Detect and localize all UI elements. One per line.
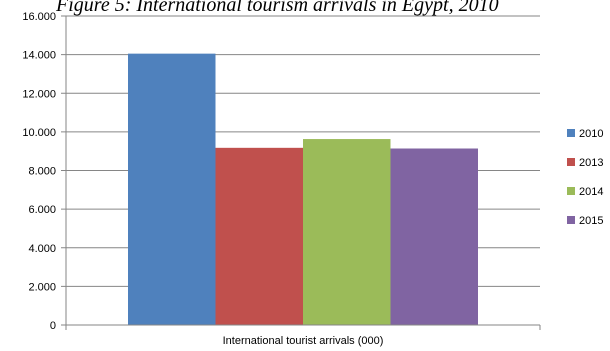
bar-2014 xyxy=(303,139,391,325)
y-tick-label: 4.000 xyxy=(28,243,56,255)
legend-label-2010: 2010 xyxy=(579,128,603,140)
legend-label-2014: 2014 xyxy=(579,186,603,198)
bar-2013 xyxy=(216,148,304,325)
y-tick-label: 2.000 xyxy=(28,281,56,293)
bar-2015 xyxy=(391,149,479,325)
y-tick-label: 12.000 xyxy=(22,88,56,100)
y-tick-label: 8.000 xyxy=(28,166,56,178)
y-axis-ticks: 0 2.000 4.000 6.000 8.000 10.000 12.000 14.000 1… xyxy=(22,11,66,332)
legend-swatch-2014 xyxy=(567,187,575,195)
y-tick-label: 14.000 xyxy=(22,50,56,62)
legend: 2010 2013 2014 2015 xyxy=(567,128,603,227)
y-tick-label: 16.000 xyxy=(22,11,56,23)
x-axis-label: International tourist arrivals (000) xyxy=(223,335,384,347)
y-tick-label: 0 xyxy=(50,320,56,332)
bars xyxy=(128,54,478,325)
legend-swatch-2015 xyxy=(567,216,575,224)
legend-label-2015: 2015 xyxy=(579,215,603,227)
legend-swatch-2010 xyxy=(567,129,575,137)
legend-label-2013: 2013 xyxy=(579,157,603,169)
legend-swatch-2013 xyxy=(567,158,575,166)
y-tick-label: 6.000 xyxy=(28,204,56,216)
y-tick-label: 10.000 xyxy=(22,127,56,139)
bar-2010 xyxy=(128,54,216,325)
